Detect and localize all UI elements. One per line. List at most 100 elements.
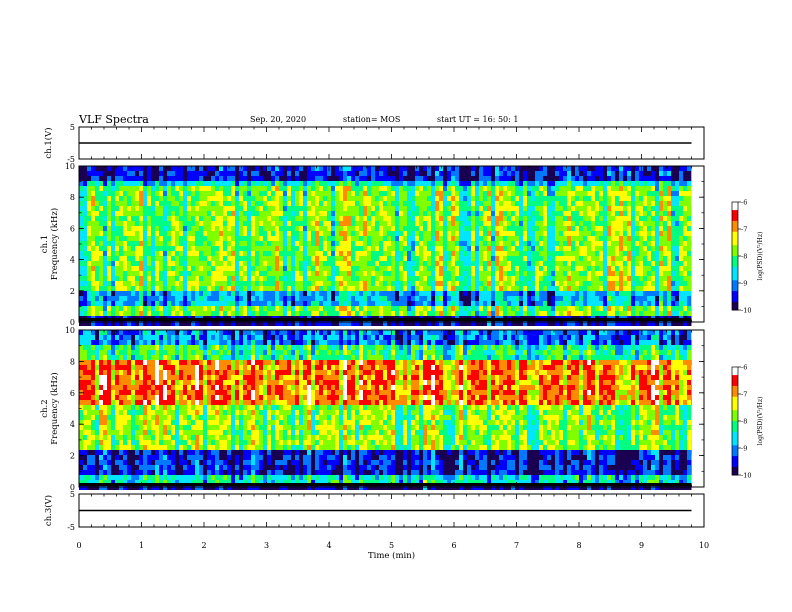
y-tick-label: 8: [70, 193, 75, 202]
y-tick-label: 0: [70, 318, 75, 327]
colorbar-label: log(PSD)(V²/Hz): [757, 232, 764, 281]
colorbar-cell: [732, 215, 738, 219]
colorbar-cell: [732, 372, 738, 376]
y-axis-label: ch.3(V): [43, 495, 54, 526]
colorbar-cell: [732, 304, 738, 308]
colorbar-cell: [732, 272, 738, 276]
colorbar-cell: [732, 299, 738, 303]
colorbar-cell: [732, 242, 738, 246]
colorbar-cell: [732, 218, 738, 222]
colorbar-cell: [732, 464, 738, 468]
spectrogram-image: [79, 166, 692, 326]
colorbar-cell: [732, 369, 738, 373]
colorbar-cell: [732, 274, 738, 279]
ch1-colorbar: -6 -7 -8 -9 -10 log(PSD)(V²/Hz): [731, 199, 764, 315]
x-tick-label: 8: [576, 541, 581, 550]
colorbar-cell: [732, 283, 738, 287]
ch3-waveform-panel: 5 -5: [67, 490, 705, 532]
x-axis-label: Time (min): [368, 550, 415, 561]
colorbar-cell: [732, 461, 738, 465]
colorbar-tick-label: -9: [741, 280, 747, 288]
colorbar-cell: [732, 402, 738, 406]
colorbar-cell: [732, 399, 738, 403]
y-tick-label: 2: [70, 287, 75, 296]
colorbar-tick-label: -6: [741, 364, 747, 372]
colorbar-cell: [732, 391, 738, 395]
y-tick-label: -5: [67, 155, 75, 164]
y-axis-label: ch.2: [40, 399, 50, 417]
y-axis-label: Frequency (kHz): [49, 208, 60, 280]
colorbar-cell: [732, 453, 738, 457]
colorbar-cell: [732, 434, 738, 438]
colorbar-cell: [732, 375, 738, 379]
colorbar-tick-label: -8: [741, 253, 747, 261]
colorbar-cell: [732, 293, 738, 297]
start-time-label: start UT = 16: 50: 1: [437, 115, 518, 124]
y-tick-label: 4: [70, 420, 75, 429]
x-tick-label: 3: [264, 541, 269, 550]
colorbar-tick-label: -8: [741, 418, 747, 426]
y-axis-label: Frequency (kHz): [49, 372, 60, 444]
y-tick-label: 6: [70, 224, 75, 233]
colorbar-cell: [732, 234, 738, 238]
colorbar-tick-label: -7: [741, 226, 747, 234]
colorbar-cell: [732, 448, 738, 452]
colorbar-cell: [732, 445, 738, 449]
colorbar-cell: [732, 226, 738, 230]
colorbar-cell: [732, 269, 738, 273]
colorbar-cell: [732, 307, 738, 311]
y-tick-label: 10: [65, 162, 75, 171]
colorbar-cell: [732, 280, 738, 284]
colorbar-tick-label: -7: [741, 391, 747, 399]
y-tick-label: 8: [70, 357, 75, 366]
x-tick-label: 6: [451, 541, 456, 550]
colorbar-cell: [732, 439, 738, 444]
colorbar-cell: [732, 291, 738, 295]
colorbar-cell: [732, 285, 738, 289]
colorbar-cell: [732, 301, 738, 306]
colorbar-cell: [732, 407, 738, 411]
colorbar-cell: [732, 431, 738, 435]
x-tick-label: 5: [389, 541, 394, 550]
colorbar-cell: [732, 404, 738, 408]
colorbar-cell: [732, 429, 738, 433]
ch1-waveform-panel: 5 -5: [67, 123, 705, 164]
colorbar-cell: [732, 423, 738, 427]
colorbar-cell: [732, 247, 738, 252]
colorbar-tick-label: -6: [741, 199, 747, 207]
y-axis-label: ch.1: [40, 235, 50, 253]
y-axis-labels: ch.1(V)ch.1 Frequency (kHz)ch.2 Frequency …: [40, 127, 60, 526]
ch2-spectrogram-panel: 0 2 4 6 8 10: [65, 326, 705, 492]
colorbar-cell: [732, 258, 738, 262]
y-tick-label: 5: [70, 490, 75, 499]
colorbar-cell: [732, 277, 738, 281]
colorbar-cell: [732, 223, 738, 227]
colorbar-label: log(PSD)(V²/Hz): [757, 397, 764, 446]
colorbar-cell: [732, 418, 738, 422]
colorbar-cell: [732, 229, 738, 233]
baseline-band: [79, 483, 692, 486]
colorbar-cell: [732, 367, 738, 371]
colorbar-cell: [732, 385, 738, 390]
colorbar-cell: [732, 256, 738, 260]
colorbar-cell: [732, 210, 738, 214]
colorbar-tick-label: -10: [741, 472, 751, 480]
colorbar-cell: [732, 426, 738, 430]
colorbar-cell: [732, 396, 738, 400]
colorbar-cell: [732, 231, 738, 235]
y-tick-label: 4: [70, 256, 75, 265]
x-tick-label: 1: [139, 541, 144, 550]
colorbar-cell: [732, 450, 738, 454]
colorbar-cell: [732, 253, 738, 257]
colorbar-cell: [732, 237, 738, 241]
x-tick-label: 10: [699, 541, 709, 550]
colorbar-cell: [732, 410, 738, 414]
colorbar-cell: [732, 456, 738, 460]
colorbar-cell: [732, 437, 738, 441]
colorbar-cell: [732, 296, 738, 300]
ch2-colorbar: -6 -7 -8 -9 -10 log(PSD)(V²/Hz): [731, 364, 764, 480]
x-tick-label: 7: [514, 541, 519, 550]
colorbar-cell: [732, 466, 738, 471]
colorbar-cell: [732, 458, 738, 462]
